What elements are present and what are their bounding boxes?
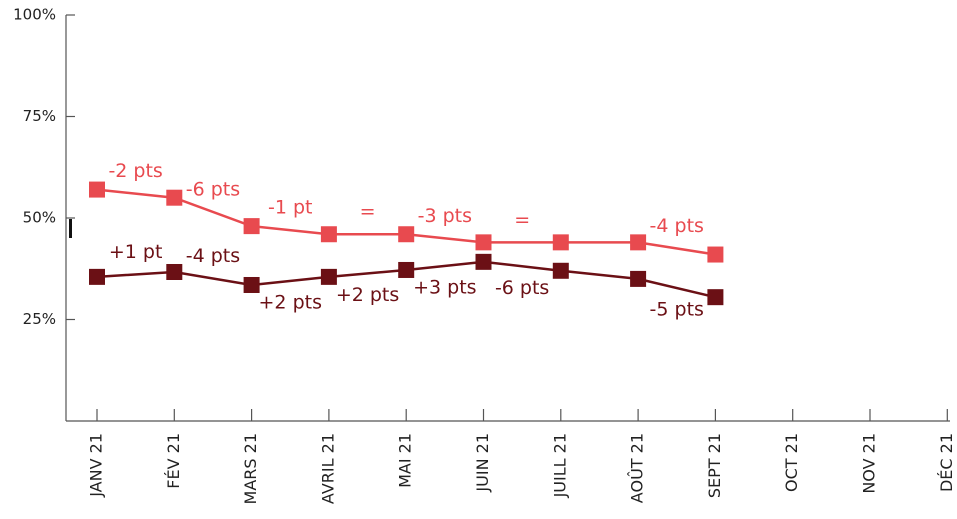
point-marker bbox=[630, 234, 647, 251]
axis-marker bbox=[69, 219, 72, 238]
data-label: +3 pts bbox=[413, 276, 476, 298]
point-marker bbox=[89, 181, 105, 198]
y-tick-label: 100% bbox=[13, 6, 56, 24]
x-tick-label: JANV 21 bbox=[87, 433, 106, 498]
point-marker bbox=[475, 253, 492, 270]
point-marker bbox=[630, 270, 647, 287]
data-label: -4 pts bbox=[650, 215, 704, 237]
x-tick-label: OCT 21 bbox=[782, 433, 801, 492]
point-marker bbox=[552, 234, 569, 251]
point-marker bbox=[166, 189, 183, 206]
point-marker bbox=[320, 226, 337, 243]
data-label: -4 pts bbox=[186, 245, 240, 267]
point-marker bbox=[89, 268, 105, 285]
y-tick-label: 50% bbox=[23, 209, 56, 227]
point-marker bbox=[475, 234, 492, 251]
data-label: -1 pt bbox=[268, 197, 313, 219]
point-marker bbox=[707, 289, 724, 306]
x-tick-label: NOV 21 bbox=[860, 433, 879, 494]
point-marker bbox=[243, 218, 260, 235]
data-label: -3 pts bbox=[418, 205, 472, 227]
point-marker bbox=[398, 226, 415, 243]
x-tick-label: AVRIL 21 bbox=[318, 433, 337, 504]
point-marker bbox=[398, 261, 415, 278]
data-label: +2 pts bbox=[336, 284, 399, 306]
data-label: -6 pts bbox=[495, 277, 549, 299]
x-tick-label: SEPT 21 bbox=[705, 433, 724, 498]
data-label: -2 pts bbox=[108, 160, 162, 182]
point-marker bbox=[552, 262, 569, 279]
data-label: +1 pt bbox=[109, 241, 163, 263]
point-marker bbox=[707, 246, 724, 263]
y-tick-label: 75% bbox=[23, 107, 56, 125]
data-label: -6 pts bbox=[186, 178, 240, 200]
point-marker bbox=[166, 263, 183, 280]
x-tick-label: JUILL 21 bbox=[550, 433, 569, 498]
data-label: -5 pts bbox=[650, 299, 704, 321]
x-tick-label: DÉC 21 bbox=[937, 433, 956, 492]
y-tick-label: 25% bbox=[23, 310, 56, 328]
data-label: = bbox=[514, 209, 530, 231]
data-label: +2 pts bbox=[259, 291, 322, 313]
x-tick-label: JUIN 21 bbox=[473, 433, 492, 493]
point-marker bbox=[320, 268, 337, 285]
x-tick-label: MARS 21 bbox=[241, 433, 260, 504]
x-tick-label: AOÛT 21 bbox=[628, 433, 647, 503]
point-marker bbox=[243, 276, 260, 293]
x-tick-label: FÉV 21 bbox=[164, 433, 183, 489]
x-tick-label: MAI 21 bbox=[396, 433, 415, 488]
data-label: = bbox=[360, 201, 376, 223]
